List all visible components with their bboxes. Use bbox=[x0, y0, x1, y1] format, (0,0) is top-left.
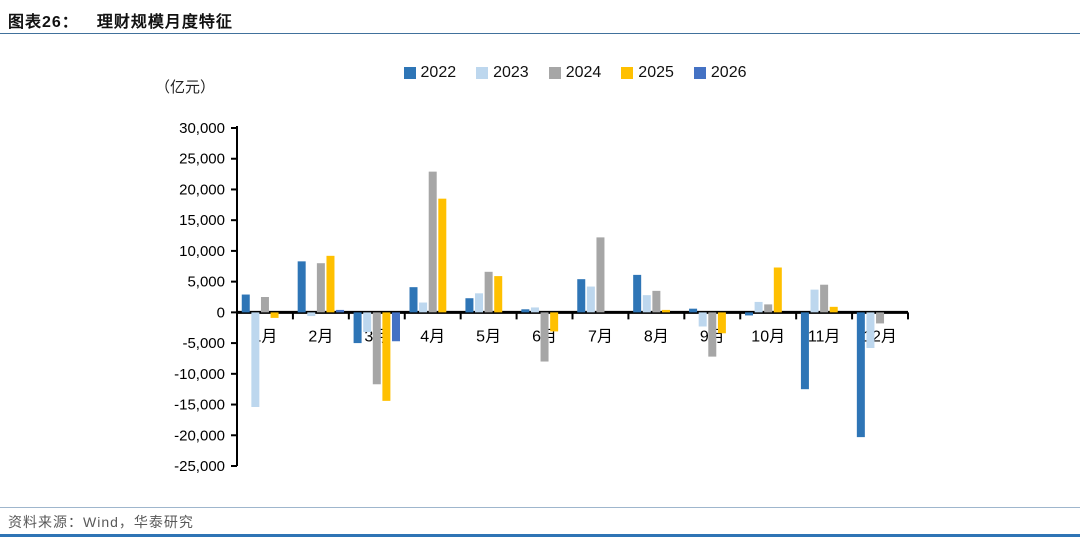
bar-2024-2月 bbox=[316, 263, 325, 313]
x-tick-label: 5月 bbox=[476, 328, 501, 345]
legend-label: 2025 bbox=[638, 64, 674, 81]
legend-marker-icon bbox=[476, 67, 489, 79]
bar-2022-4月 bbox=[409, 287, 418, 313]
bar-2024-7月 bbox=[596, 237, 605, 313]
legend-marker-icon bbox=[621, 67, 634, 79]
bar-2025-6月 bbox=[550, 312, 559, 332]
bar-2022-5月 bbox=[465, 298, 474, 313]
bar-2024-10月 bbox=[764, 304, 773, 313]
bar-2023-5月 bbox=[475, 293, 484, 313]
source-note: 资料来源：Wind，华泰研究 bbox=[8, 514, 194, 530]
y-tick-label: -20,000 bbox=[174, 427, 225, 444]
bar-2023-3月 bbox=[363, 312, 372, 333]
y-tick-label: -5,000 bbox=[182, 335, 225, 352]
bar-2025-5月 bbox=[494, 276, 503, 313]
bar-2023-2月 bbox=[307, 312, 316, 317]
bar-2024-12月 bbox=[876, 312, 885, 324]
legend-item-2025[interactable]: 2025 bbox=[621, 64, 674, 82]
x-tick-label: 10月 bbox=[751, 328, 785, 345]
legend-marker-icon bbox=[693, 67, 706, 79]
y-tick-label: 0 bbox=[217, 304, 225, 321]
legend-item-2023[interactable]: 2023 bbox=[476, 64, 529, 82]
y-tick-label: 15,000 bbox=[179, 212, 225, 229]
bar-2023-10月 bbox=[754, 301, 763, 313]
bar-2022-6月 bbox=[521, 309, 530, 313]
axis-unit-label: （亿元） bbox=[155, 79, 216, 96]
bar-2024-3月 bbox=[372, 312, 381, 385]
bar-2022-11月 bbox=[800, 312, 809, 390]
y-tick-label: 25,000 bbox=[179, 151, 225, 168]
x-tick-label: 11月 bbox=[808, 328, 841, 345]
y-tick-label: -15,000 bbox=[174, 397, 225, 414]
legend-item-2026[interactable]: 2026 bbox=[693, 64, 747, 82]
footer-divider bbox=[0, 507, 1080, 508]
x-tick-label: 7月 bbox=[588, 328, 613, 345]
bar-2022-10月 bbox=[745, 312, 754, 316]
figure-number: 图表26： bbox=[8, 14, 79, 31]
bar-2023-9月 bbox=[698, 312, 707, 327]
x-tick-label: 2月 bbox=[308, 328, 333, 345]
bar-2022-1月 bbox=[241, 294, 250, 313]
bar-2024-5月 bbox=[484, 271, 493, 313]
bar-2022-9月 bbox=[689, 308, 698, 313]
bar-2026-3月 bbox=[391, 312, 400, 342]
bar-2024-8月 bbox=[652, 290, 661, 313]
y-tick-label: 10,000 bbox=[179, 243, 225, 260]
legend-item-2022[interactable]: 2022 bbox=[403, 64, 457, 82]
x-tick-label: 8月 bbox=[644, 328, 669, 345]
bar-2025-8月 bbox=[661, 309, 670, 313]
bar-2024-9月 bbox=[708, 312, 717, 357]
bar-2025-4月 bbox=[438, 198, 447, 313]
bar-2026-2月 bbox=[336, 309, 345, 313]
bar-2023-6月 bbox=[530, 307, 539, 313]
bar-2023-1月 bbox=[251, 312, 260, 408]
bar-2023-12月 bbox=[866, 312, 875, 349]
bar-2023-4月 bbox=[419, 302, 428, 313]
bar-2025-11月 bbox=[829, 306, 838, 313]
bar-2022-8月 bbox=[633, 274, 642, 313]
legend-label: 2026 bbox=[710, 64, 747, 81]
y-tick-label: 20,000 bbox=[179, 181, 225, 198]
bar-2025-2月 bbox=[326, 255, 335, 313]
legend-label: 2022 bbox=[420, 64, 457, 81]
title-divider bbox=[0, 33, 1080, 34]
bar-2022-3月 bbox=[353, 312, 362, 344]
figure-title: 图表26： 理财规模月度特征 bbox=[8, 8, 233, 32]
bar-2022-2月 bbox=[297, 261, 306, 313]
bar-2023-11月 bbox=[810, 289, 819, 313]
legend-item-2024[interactable]: 2024 bbox=[548, 64, 602, 82]
y-tick-label: 5,000 bbox=[187, 274, 225, 291]
bar-2023-8月 bbox=[642, 295, 651, 313]
bar-2024-11月 bbox=[820, 284, 829, 313]
bottom-accent-bar bbox=[0, 534, 1080, 537]
bar-2022-12月 bbox=[856, 312, 865, 438]
bar-2022-7月 bbox=[577, 279, 586, 313]
y-tick-label: -10,000 bbox=[174, 366, 225, 383]
legend-label: 2024 bbox=[565, 64, 602, 81]
bar-2023-7月 bbox=[586, 286, 595, 313]
y-tick-label: 30,000 bbox=[179, 120, 225, 137]
bar-2024-1月 bbox=[260, 297, 269, 313]
legend-label: 2023 bbox=[493, 64, 529, 81]
x-tick-label: 4月 bbox=[420, 328, 445, 345]
legend-marker-icon bbox=[548, 67, 561, 79]
bar-2024-4月 bbox=[428, 171, 437, 313]
bar-2025-9月 bbox=[717, 312, 726, 334]
bar-2025-1月 bbox=[270, 312, 279, 318]
bar-2025-3月 bbox=[382, 312, 391, 401]
figure-title-text: 理财规模月度特征 bbox=[96, 14, 233, 31]
legend-marker-icon bbox=[403, 67, 416, 79]
chart-legend: 2022 2023 2024 2025 2026 bbox=[0, 64, 1080, 82]
bar-2025-10月 bbox=[773, 267, 782, 313]
y-tick-label: -25,000 bbox=[174, 458, 225, 475]
bar-2024-6月 bbox=[540, 312, 549, 362]
